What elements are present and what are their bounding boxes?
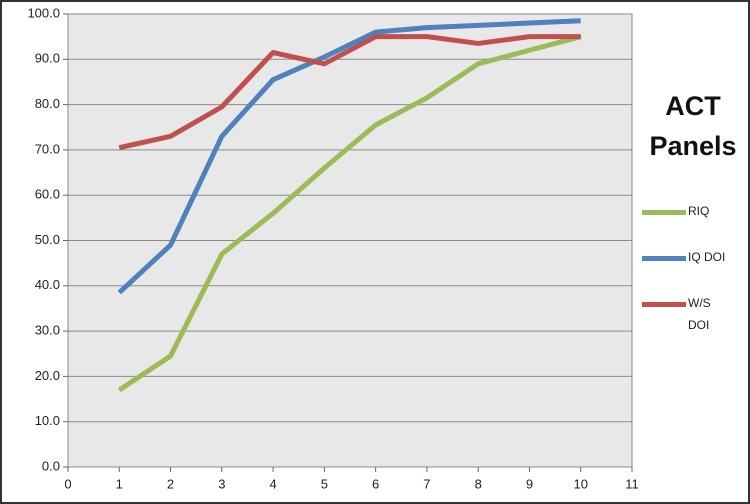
- y-tick-label: 10.0: [35, 413, 60, 428]
- x-tick-label: 8: [475, 476, 482, 491]
- x-tick-label: 7: [423, 476, 430, 491]
- x-tick-label: 4: [269, 476, 276, 491]
- x-tick-label: 2: [167, 476, 174, 491]
- x-tick-label: 10: [573, 476, 587, 491]
- legend-label: RIQ: [688, 204, 710, 218]
- y-tick-label: 90.0: [35, 51, 60, 66]
- x-tick-label: 11: [625, 476, 639, 491]
- series-line: [117, 34, 582, 393]
- y-tick-label: 50.0: [35, 232, 60, 247]
- y-tick-label: 0.0: [42, 458, 60, 473]
- x-tick-label: 3: [218, 476, 225, 491]
- x-tick-label: 5: [321, 476, 328, 491]
- series-line: [117, 18, 581, 295]
- legend-entry: IQ DOI: [642, 250, 748, 268]
- x-tick-label: 1: [116, 476, 123, 491]
- legend-label: W/S DOI: [688, 296, 711, 332]
- legend-swatch: [642, 302, 686, 307]
- y-tick-label: 100.0: [27, 5, 60, 20]
- y-tick-label: 30.0: [35, 323, 60, 338]
- x-tick-label: 9: [526, 476, 533, 491]
- legend-swatch: [642, 210, 686, 215]
- legend-entry: W/S DOI: [642, 296, 724, 336]
- y-tick-label: 60.0: [35, 187, 60, 202]
- legend-swatch: [642, 256, 686, 261]
- x-tick-label: 6: [372, 476, 379, 491]
- x-tick-label: 0: [64, 476, 71, 491]
- legend-label: IQ DOI: [688, 250, 726, 264]
- y-tick-label: 70.0: [35, 141, 60, 156]
- series-line: [118, 34, 581, 151]
- legend-entry: RIQ: [642, 204, 748, 222]
- y-tick-label: 40.0: [35, 277, 60, 292]
- chart-title: ACT Panels: [649, 91, 737, 161]
- y-tick-label: 80.0: [35, 96, 60, 111]
- y-tick-label: 20.0: [35, 368, 60, 383]
